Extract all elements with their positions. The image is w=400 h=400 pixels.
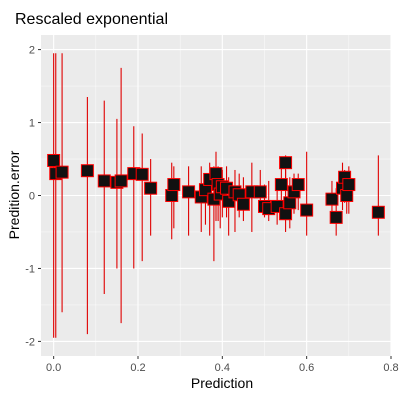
data-point	[167, 178, 181, 192]
x-tick-label: 0.4	[215, 362, 230, 374]
data-point	[165, 189, 179, 202]
data-point	[209, 167, 223, 181]
data-point	[342, 178, 356, 192]
y-axis: -2 -1 0 1 2	[25, 45, 41, 348]
x-tick-label: 0.6	[299, 362, 314, 374]
data-point	[135, 167, 149, 181]
data-point	[114, 174, 128, 188]
data-point	[329, 210, 343, 224]
y-tick-label: 2	[29, 45, 35, 57]
x-axis: 0.0 0.2 0.4 0.6 0.8	[46, 356, 399, 374]
y-tick-label: 0	[29, 191, 35, 203]
data-point	[236, 197, 250, 211]
y-tick-label: -2	[25, 336, 35, 348]
y-axis-title: Predition.error	[6, 150, 22, 239]
data-point	[325, 192, 339, 206]
x-axis-title: Prediction	[191, 375, 253, 391]
data-point	[274, 178, 288, 192]
data-points	[47, 153, 385, 224]
data-point	[144, 181, 158, 195]
data-point	[253, 185, 267, 199]
data-point	[291, 178, 305, 192]
data-point	[279, 207, 293, 221]
data-point	[283, 196, 297, 210]
x-tick-label: 0.0	[46, 362, 61, 374]
y-tick-label: 1	[29, 118, 35, 130]
data-point	[182, 185, 196, 199]
data-point	[80, 164, 94, 178]
data-point	[340, 189, 354, 202]
data-point	[371, 205, 385, 219]
chart-title: Rescaled exponential	[15, 11, 168, 28]
data-point	[55, 165, 69, 179]
data-point	[300, 203, 314, 217]
x-tick-label: 0.2	[130, 362, 145, 374]
x-tick-label: 0.8	[383, 362, 398, 374]
data-point	[47, 153, 61, 167]
data-point	[279, 156, 293, 170]
data-point	[97, 174, 111, 188]
y-tick-label: -1	[25, 263, 35, 275]
